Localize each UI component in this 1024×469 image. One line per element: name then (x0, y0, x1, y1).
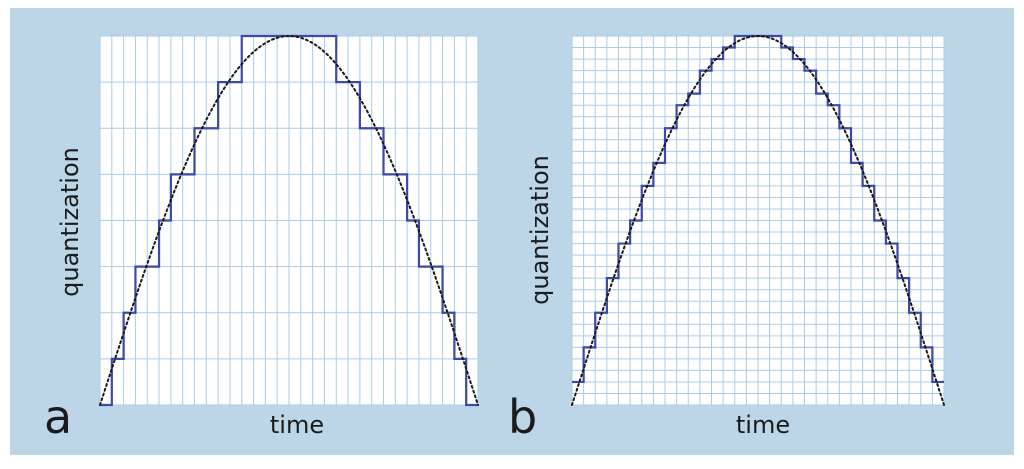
panel-a-x-axis-label: time (269, 411, 325, 439)
panel-a-letter: a (44, 390, 73, 444)
panel-b-x-axis-label: time (735, 411, 791, 439)
panel-a-y-axis-label: quantization (56, 147, 84, 297)
figure-frame: a time quantization b time quantization (10, 8, 1014, 455)
panel-b-letter: b (508, 390, 538, 444)
analog-signal-curve (99, 34, 479, 406)
panel-b-y-axis-label: quantization (526, 155, 554, 305)
panel-a-plot (99, 34, 479, 407)
figure-canvas (10, 8, 1014, 455)
panel-b-plot (571, 34, 945, 406)
analog-signal-curve (571, 34, 945, 406)
